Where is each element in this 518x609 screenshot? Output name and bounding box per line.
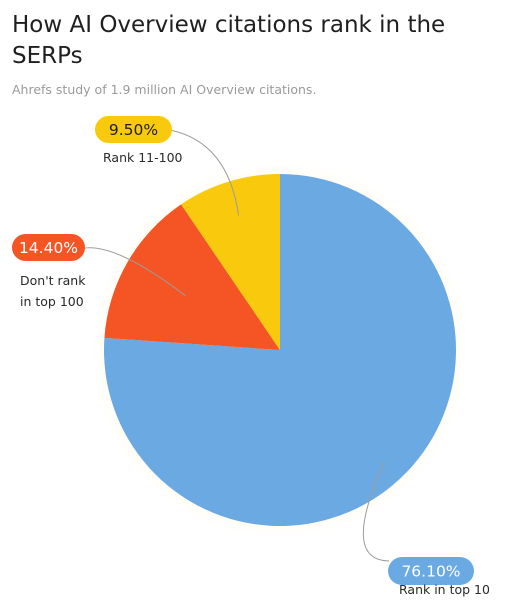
callout-line-0 bbox=[362, 461, 390, 562]
pie-slice-2 bbox=[181, 174, 280, 350]
data-label-1: 14.40% bbox=[19, 239, 78, 257]
data-label-0: 76.10% bbox=[401, 563, 460, 581]
value-pill-1 bbox=[12, 234, 85, 261]
category-label-1: Don't rank in top 100 bbox=[20, 273, 86, 309]
pie-slice-1 bbox=[104, 204, 280, 350]
category-label-0: Rank in top 10 bbox=[399, 582, 490, 597]
callout-line-1 bbox=[79, 247, 186, 297]
value-pill-0 bbox=[388, 557, 474, 585]
pie-slice-0 bbox=[104, 174, 457, 527]
callout-line-2 bbox=[169, 129, 240, 216]
value-pill-2 bbox=[95, 116, 172, 143]
category-label-2: Rank 11-100 bbox=[103, 150, 183, 165]
chart-subtitle: Ahrefs study of 1.9 million AI Overview … bbox=[12, 82, 317, 97]
data-label-2: 9.50% bbox=[109, 121, 158, 139]
chart-title: How AI Overview citations rank in the SE… bbox=[12, 12, 446, 69]
